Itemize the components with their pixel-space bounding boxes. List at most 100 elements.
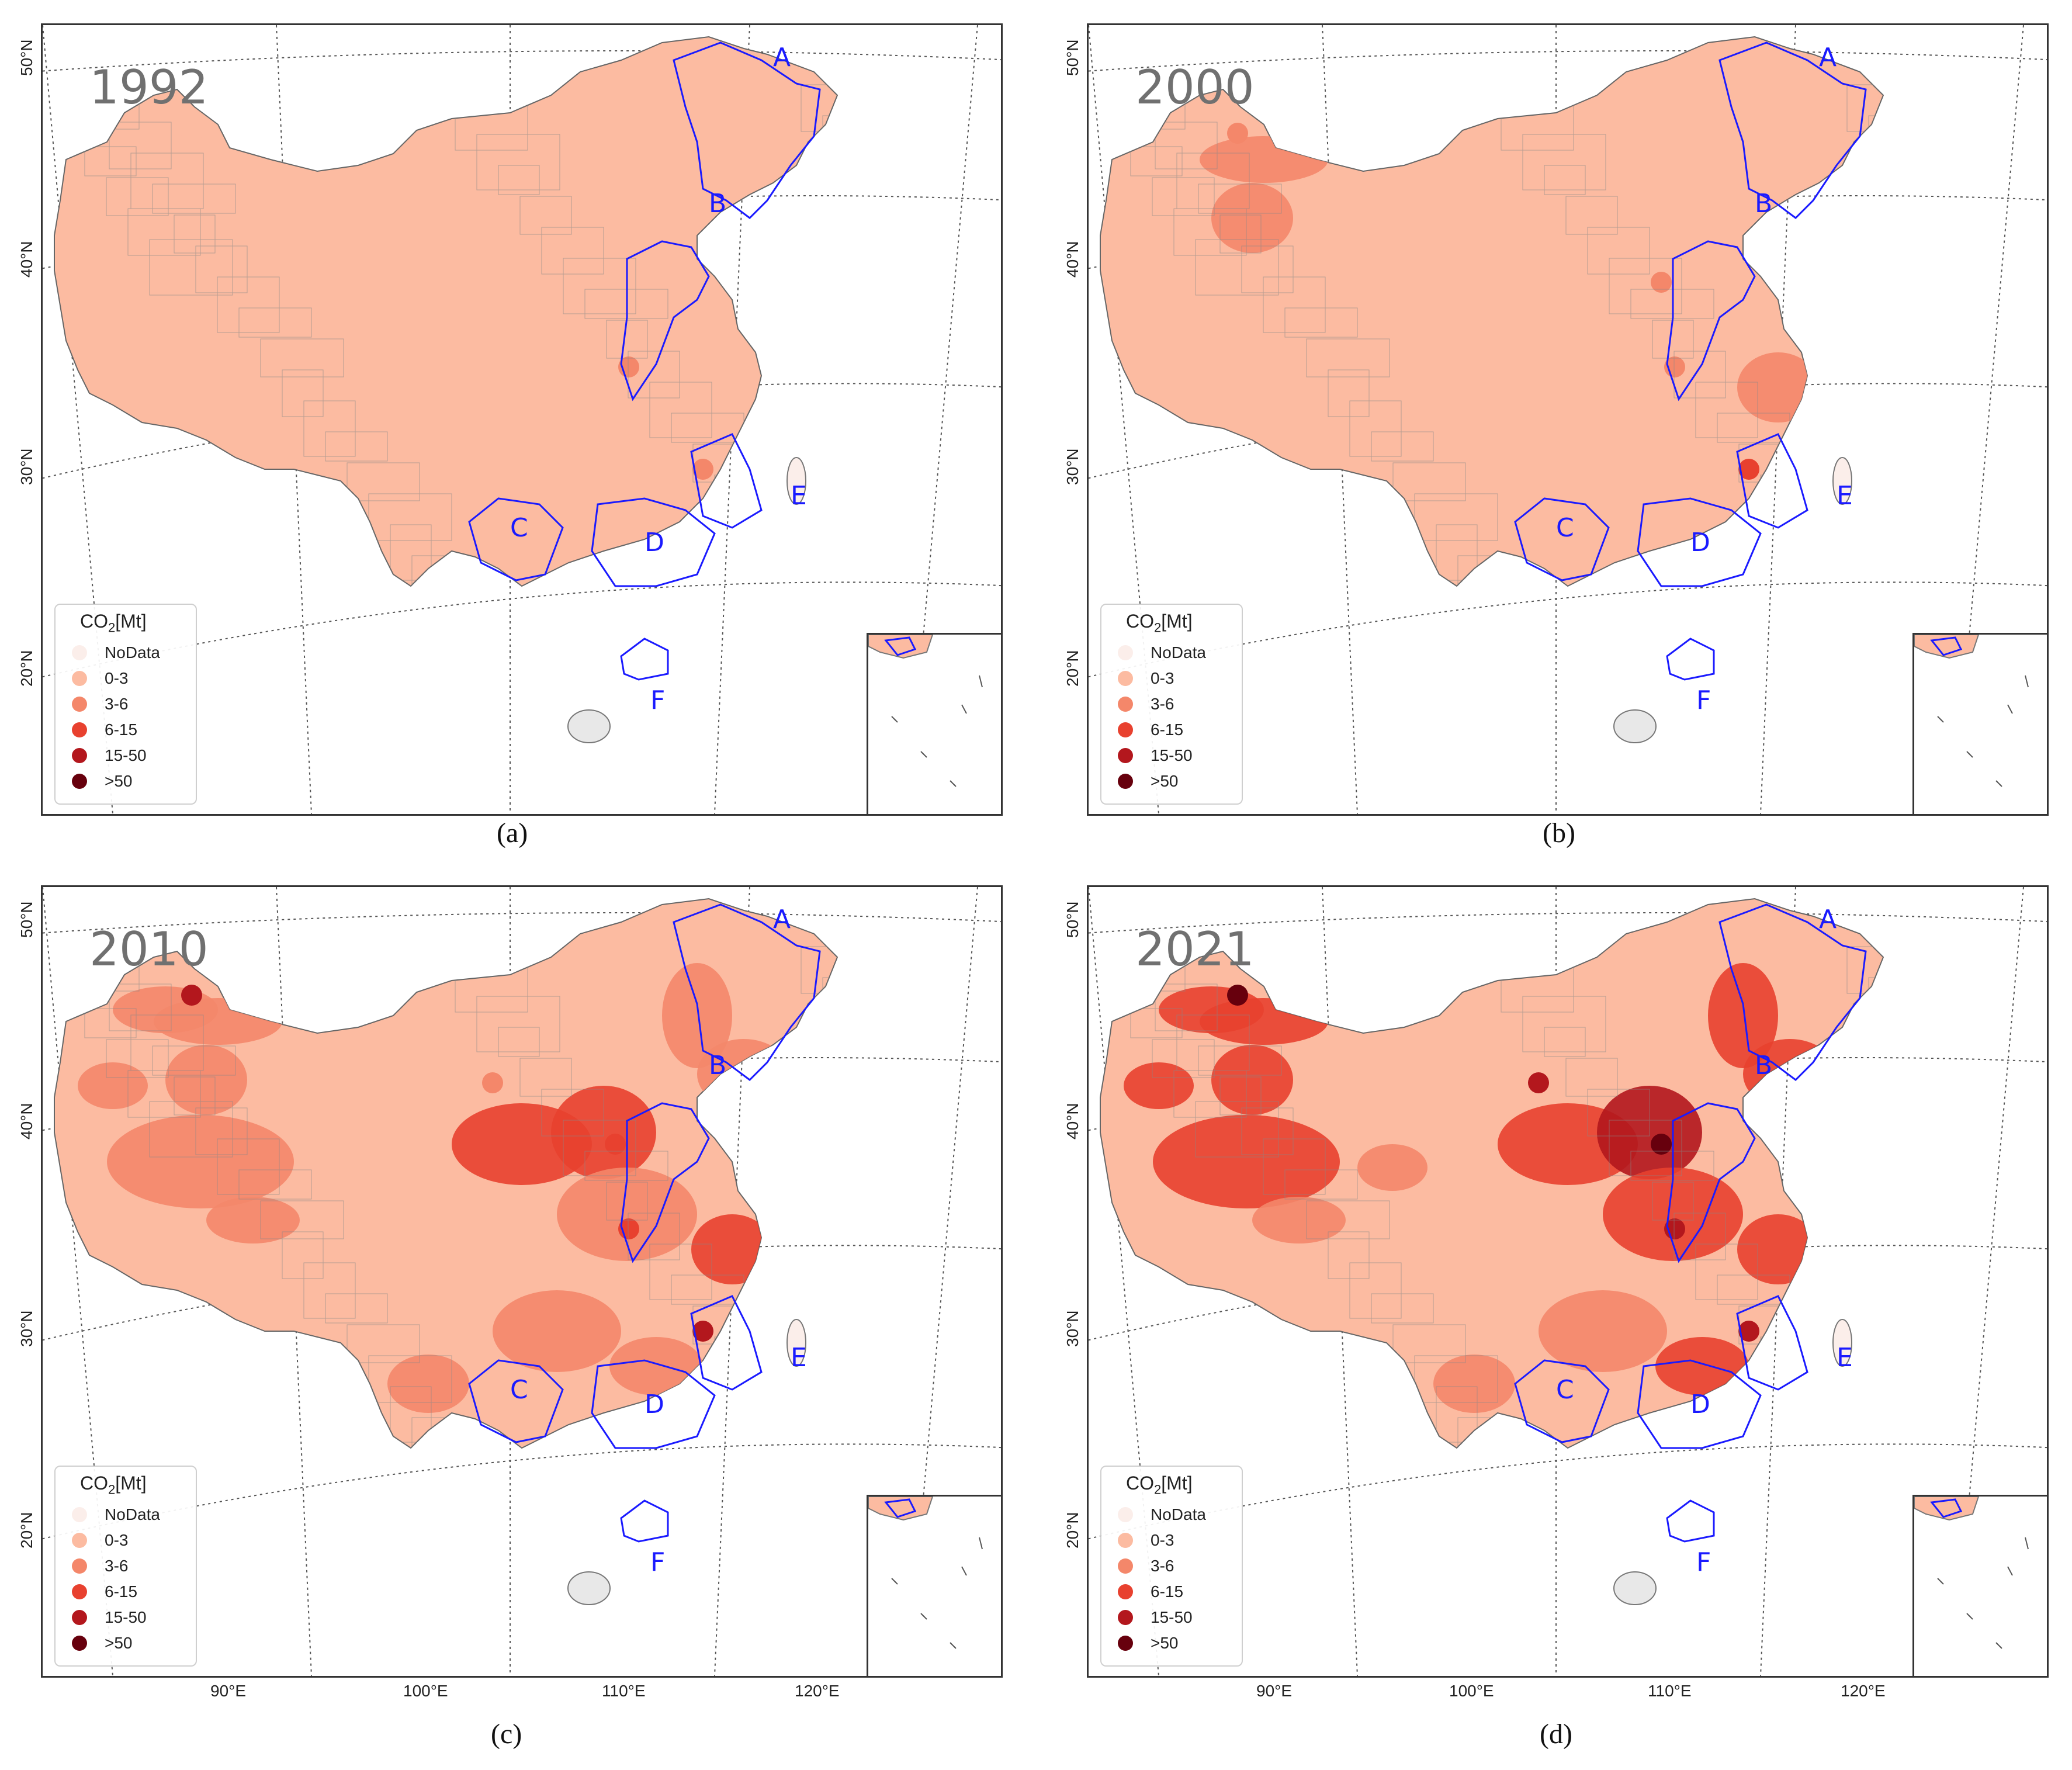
region-label: B <box>1755 189 1772 219</box>
legend-title-unit: [Mt] <box>115 611 147 632</box>
hainan-island <box>567 709 611 743</box>
region-boundary-a <box>1718 41 1867 219</box>
legend-swatch <box>1118 1558 1133 1574</box>
emission-zone <box>1200 136 1328 183</box>
study-regions <box>468 903 821 1543</box>
emission-hotspot <box>1738 1321 1759 1342</box>
lon-label: 100°E <box>403 1682 448 1700</box>
emission-hotspot <box>1227 123 1248 144</box>
legend-item: 3-6 <box>1118 1553 1174 1579</box>
region-boundary-d <box>591 1359 716 1449</box>
emission-zone <box>1159 986 1264 1033</box>
emission-hotspot <box>482 210 503 231</box>
hainan-island <box>1613 1571 1657 1605</box>
legend-item: 15-50 <box>1118 743 1193 768</box>
legend-title: CO2[Mt] <box>80 611 147 635</box>
emission-zone <box>662 963 732 1068</box>
lon-label: 120°E <box>1841 1682 1886 1700</box>
taiwan-island <box>1832 457 1852 505</box>
emission-zones <box>181 123 713 480</box>
lon-label: 90°E <box>1256 1682 1293 1700</box>
emission-zone <box>387 1355 469 1413</box>
emission-zones <box>78 963 791 1413</box>
legend-swatch <box>1118 697 1133 712</box>
emission-zone <box>1603 1168 1743 1261</box>
region-boundary-a <box>1718 903 1867 1081</box>
lat-label: 50°N <box>18 39 36 76</box>
emission-zone <box>1737 1214 1819 1284</box>
lat-label: 20°N <box>1063 1512 1082 1549</box>
legend-label: NoData <box>1151 1505 1206 1523</box>
emission-hotspot <box>1227 985 1248 1006</box>
emission-zone <box>1737 352 1819 422</box>
region-boundary-b <box>1666 240 1756 401</box>
legend-swatch <box>1118 1507 1133 1522</box>
legend-label: 3-6 <box>105 695 129 713</box>
legend-item: NoData <box>1118 1502 1206 1527</box>
legend-item: 15-50 <box>1118 1605 1193 1630</box>
lat-label: 20°N <box>18 650 36 687</box>
region-label: E <box>791 481 807 511</box>
map-panel-b: A B C D E F 2000 CO2[Mt] NoData 0-3 3-6 6-15 15-50… <box>1087 23 2049 816</box>
lat-label: 30°N <box>1063 448 1082 485</box>
region-boundary-e <box>690 433 763 529</box>
legend-title-sub: 2 <box>108 1482 116 1497</box>
region-label: F <box>1696 685 1711 715</box>
legend-item: 0-3 <box>72 1527 128 1553</box>
caption-b: (b) <box>1543 818 1575 848</box>
emission-zone <box>206 1197 300 1243</box>
region-boundary-d <box>1637 497 1762 587</box>
legend-item: >50 <box>1118 768 1179 794</box>
taiwan-island <box>1832 1319 1852 1367</box>
region-boundary-f <box>620 1499 669 1543</box>
legend-label: 6-15 <box>105 721 138 739</box>
legend-item: >50 <box>72 768 133 794</box>
region-label: A <box>773 905 791 934</box>
region-label: E <box>1837 481 1853 511</box>
lon-label: 110°E <box>1648 1682 1692 1700</box>
region-label: D <box>1690 1390 1710 1419</box>
legend-item: 6-15 <box>1118 717 1183 743</box>
emission-zone <box>1708 963 1778 1068</box>
emission-zone <box>691 1214 773 1284</box>
taiwan-island <box>786 1319 806 1367</box>
map-panel-c: A B C D E F 2010 CO2[Mt] NoData 0-3 3-6 6-15 15-50… <box>41 885 1003 1678</box>
china-map-b: A B C D E F <box>1089 25 2047 814</box>
emission-hotspot <box>1528 210 1549 231</box>
legend-swatch <box>72 1533 87 1548</box>
legend-label: 0-3 <box>105 1531 129 1549</box>
legend-item: 0-3 <box>1118 1527 1174 1553</box>
emission-zone <box>1655 1337 1749 1395</box>
region-boundary-d <box>1637 1359 1762 1449</box>
panel-year: 1992 <box>89 60 209 115</box>
legend-label: 0-3 <box>105 669 129 687</box>
lat-label: 40°N <box>1063 241 1082 278</box>
legend-label: >50 <box>105 772 133 790</box>
legend-item: 3-6 <box>72 1553 128 1579</box>
china-outline <box>54 36 838 587</box>
region-boundary-e <box>1736 1295 1808 1391</box>
region-boundary-f <box>620 638 669 681</box>
legend-item: 15-50 <box>72 743 147 768</box>
legend: CO2[Mt] NoData 0-3 3-6 6-15 15-50 >50 <box>1100 604 1243 805</box>
region-label: C <box>1556 1375 1574 1405</box>
legend-item: 3-6 <box>72 691 128 717</box>
panel-year: 2021 <box>1135 922 1255 976</box>
legend-title: CO2[Mt] <box>1126 611 1193 635</box>
emission-zone <box>1539 1290 1667 1372</box>
lat-label: 50°N <box>1063 901 1082 938</box>
region-label: F <box>650 1547 665 1577</box>
region-boundary-b <box>620 240 710 401</box>
legend-title-sub: 2 <box>108 620 116 635</box>
lon-label: 120°E <box>795 1682 840 1700</box>
legend-swatch <box>72 1558 87 1574</box>
region-boundary-d <box>591 497 716 587</box>
legend-swatch <box>1118 748 1133 763</box>
legend-label: 15-50 <box>1151 1608 1193 1626</box>
emission-zone <box>1433 1355 1515 1413</box>
legend-title-main: CO <box>1126 611 1154 632</box>
legend-label: 3-6 <box>1151 695 1174 713</box>
study-regions <box>468 41 821 681</box>
legend-title-main: CO <box>1126 1473 1154 1494</box>
legend-swatch <box>72 1636 87 1651</box>
